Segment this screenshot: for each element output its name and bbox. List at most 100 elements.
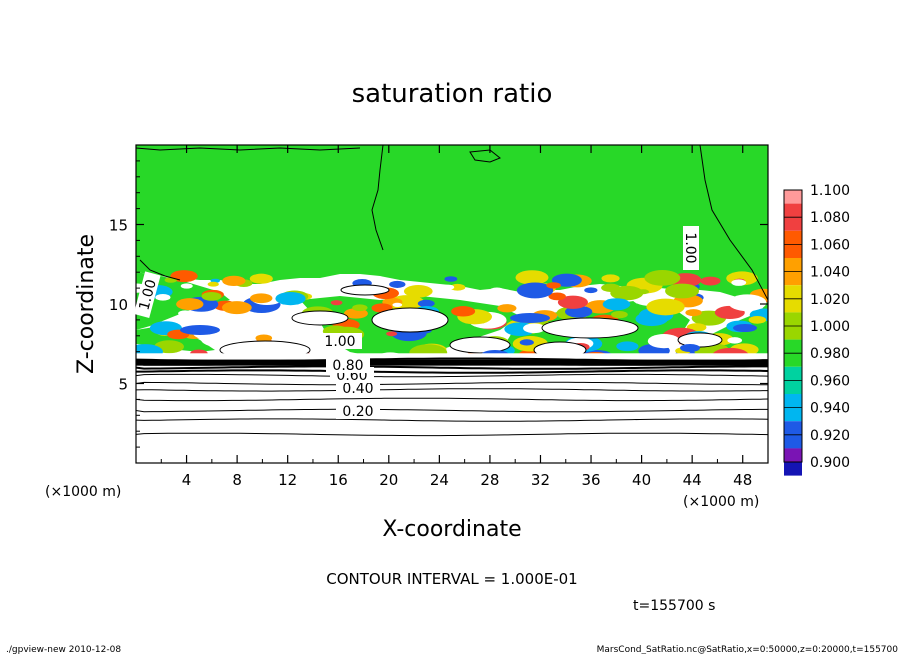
contour-line xyxy=(139,259,181,281)
supersaturated-patch xyxy=(291,310,349,326)
contour-line xyxy=(136,369,768,374)
blob-contours xyxy=(136,145,768,301)
saturation-blob xyxy=(444,276,458,282)
contour-line xyxy=(136,147,361,151)
colorbar-label: 1.020 xyxy=(810,292,850,308)
saturation-blob xyxy=(731,279,747,286)
saturation-blob xyxy=(417,299,435,308)
saturation-blob xyxy=(298,333,322,344)
contour-label: 0.80 xyxy=(332,358,363,374)
y-axis-unit: (×1000 m) xyxy=(45,484,121,500)
colorbar-label: 0.900 xyxy=(810,455,850,471)
contour-line xyxy=(136,432,768,437)
y-tick-label: 5 xyxy=(118,376,128,394)
y-axis-label: Z-coordinate xyxy=(74,234,99,374)
x-tick-label: 20 xyxy=(379,471,398,489)
y-tick-label: 10 xyxy=(109,296,128,314)
x-tick-label: 28 xyxy=(480,471,499,489)
x-axis-label: X-coordinate xyxy=(382,517,521,542)
saturation-blob xyxy=(389,280,406,288)
contour-line xyxy=(136,373,768,378)
saturation-blob xyxy=(201,292,222,301)
x-tick-label: 40 xyxy=(632,471,651,489)
saturation-blob xyxy=(644,270,681,286)
x-tick-label: 12 xyxy=(278,471,297,489)
saturation-blob xyxy=(519,339,534,346)
saturation-blob xyxy=(516,282,554,299)
saturation-blob xyxy=(685,309,702,317)
contour-line xyxy=(136,408,768,413)
saturation-blob xyxy=(330,300,343,306)
saturation-blob xyxy=(255,334,273,342)
colorbar-label: 1.040 xyxy=(810,265,850,281)
subsaturated-patch xyxy=(510,313,550,323)
contour-lines xyxy=(136,353,768,463)
saturation-blob xyxy=(523,323,546,334)
saturation-blob xyxy=(635,311,668,327)
saturation-blob xyxy=(665,283,700,299)
saturation-blob xyxy=(442,284,455,290)
contour-label-bg xyxy=(336,380,380,396)
saturation-blob xyxy=(515,270,549,285)
saturation-blob xyxy=(728,294,767,312)
saturation-blob xyxy=(548,292,566,301)
x-tick-label: 32 xyxy=(531,471,550,489)
saturation-blob xyxy=(451,306,476,317)
contour-line xyxy=(699,145,768,301)
plot-area xyxy=(136,145,768,463)
saturation-blob xyxy=(647,334,681,349)
saturation-blob xyxy=(155,293,171,301)
saturation-blob xyxy=(610,285,644,301)
contour-line xyxy=(136,397,768,402)
saturation-blob xyxy=(584,287,598,294)
x-axis-unit: (×1000 m) xyxy=(683,494,759,510)
saturation-blob xyxy=(449,283,466,291)
saturation-blob xyxy=(403,285,433,298)
colorbar-label: 0.920 xyxy=(810,428,850,444)
saturation-blob xyxy=(249,273,273,284)
supersaturated-patch xyxy=(340,284,390,296)
subsaturated-patch xyxy=(680,344,700,352)
colorbar-label: 0.980 xyxy=(810,346,850,362)
supersaturated-patch xyxy=(677,332,723,348)
contour-label: 0.40 xyxy=(342,381,373,397)
x-tick-label: 8 xyxy=(232,471,242,489)
saturation-blob xyxy=(222,301,252,315)
contour-line xyxy=(136,388,768,392)
footer-left: ./gpview-new 2010-12-08 xyxy=(6,645,121,654)
subsaturated-patch xyxy=(180,325,220,335)
saturation-blob xyxy=(392,302,403,308)
x-tick-label: 44 xyxy=(683,471,702,489)
saturation-blob xyxy=(497,304,517,313)
contour-line xyxy=(136,381,768,386)
saturation-blob xyxy=(207,281,219,287)
contour-line xyxy=(136,365,768,370)
subsaturated-patch xyxy=(733,324,757,332)
saturation-blob xyxy=(601,274,620,283)
saturation-blob xyxy=(222,275,246,286)
contour-label: 1.00 xyxy=(136,278,160,312)
colorbar-label: 1.080 xyxy=(810,210,850,226)
x-tick-label: 4 xyxy=(182,471,192,489)
saturation-blob xyxy=(727,337,743,344)
colorbar-swatch xyxy=(784,190,802,204)
saturation-blob xyxy=(386,331,398,337)
x-axis: 4 8 12 16 20 24 28 32 36 40 44 48 xyxy=(160,145,752,489)
contour-label: 1.00 xyxy=(324,334,355,350)
footer-right: MarsCond_SatRatio.nc@SatRatio,x=0:50000,… xyxy=(597,645,899,654)
saturation-blob xyxy=(489,287,505,295)
saturation-blob xyxy=(180,283,193,289)
supersaturated-patch xyxy=(371,307,449,333)
colorbar-label: 1.060 xyxy=(810,237,850,253)
colorbar-label: 0.960 xyxy=(810,373,850,389)
saturation-blob xyxy=(557,295,588,309)
saturation-blob xyxy=(646,298,685,316)
contour-label-bg xyxy=(336,403,380,419)
x-tick-label: 24 xyxy=(430,471,449,489)
contour-line xyxy=(371,145,384,251)
saturation-blob xyxy=(352,304,368,312)
chart-title: saturation ratio xyxy=(352,79,553,109)
x-tick-label: 16 xyxy=(329,471,348,489)
contour-line xyxy=(136,418,768,422)
colorbar-label: 1.000 xyxy=(810,319,850,335)
